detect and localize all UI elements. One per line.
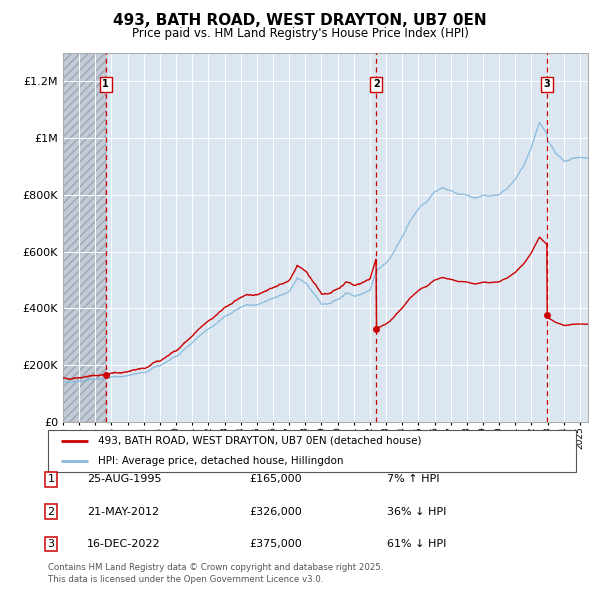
Text: Price paid vs. HM Land Registry's House Price Index (HPI): Price paid vs. HM Land Registry's House … — [131, 27, 469, 40]
Text: 1: 1 — [103, 79, 109, 89]
Text: 7% ↑ HPI: 7% ↑ HPI — [387, 474, 439, 484]
Text: HPI: Average price, detached house, Hillingdon: HPI: Average price, detached house, Hill… — [98, 455, 344, 466]
Text: 36% ↓ HPI: 36% ↓ HPI — [387, 507, 446, 516]
Text: 25-AUG-1995: 25-AUG-1995 — [87, 474, 161, 484]
Text: £375,000: £375,000 — [249, 539, 302, 549]
Text: £165,000: £165,000 — [249, 474, 302, 484]
Text: 3: 3 — [544, 79, 550, 89]
Text: 493, BATH ROAD, WEST DRAYTON, UB7 0EN: 493, BATH ROAD, WEST DRAYTON, UB7 0EN — [113, 13, 487, 28]
Bar — [63, 53, 106, 422]
Text: 2: 2 — [47, 507, 55, 516]
Text: 21-MAY-2012: 21-MAY-2012 — [87, 507, 159, 516]
Text: 16-DEC-2022: 16-DEC-2022 — [87, 539, 161, 549]
Text: 493, BATH ROAD, WEST DRAYTON, UB7 0EN (detached house): 493, BATH ROAD, WEST DRAYTON, UB7 0EN (d… — [98, 436, 422, 446]
Text: 2: 2 — [373, 79, 380, 89]
Text: 3: 3 — [47, 539, 55, 549]
Text: Contains HM Land Registry data © Crown copyright and database right 2025.
This d: Contains HM Land Registry data © Crown c… — [48, 563, 383, 584]
Text: 1: 1 — [47, 474, 55, 484]
FancyBboxPatch shape — [48, 430, 576, 472]
Text: 61% ↓ HPI: 61% ↓ HPI — [387, 539, 446, 549]
Text: £326,000: £326,000 — [249, 507, 302, 516]
